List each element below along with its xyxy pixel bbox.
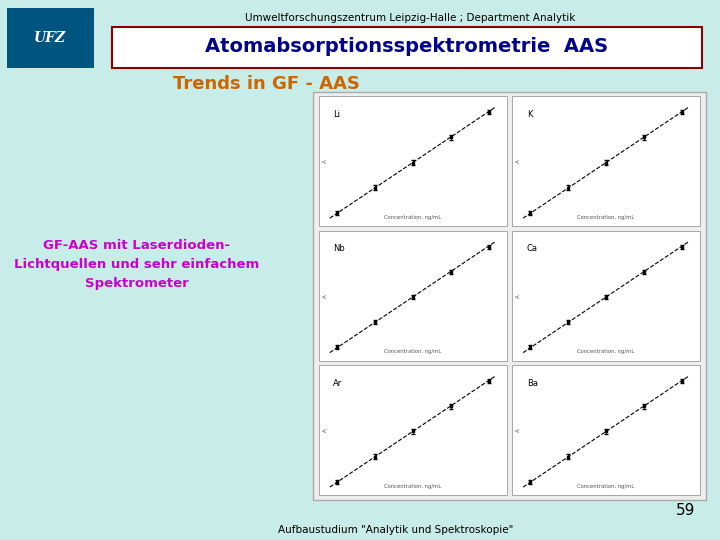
Text: Ba: Ba [527,379,538,388]
Text: Ar: Ar [333,379,343,388]
FancyBboxPatch shape [319,96,507,226]
Text: Concentration, ng/mL: Concentration, ng/mL [577,349,635,354]
Text: A: A [323,159,328,163]
Text: Concentration, ng/mL: Concentration, ng/mL [577,215,635,220]
FancyBboxPatch shape [513,96,700,226]
Text: GF-AAS mit Laserdioden-
Lichtquellen und sehr einfachem
Spektrometer: GF-AAS mit Laserdioden- Lichtquellen und… [14,239,259,290]
Text: Concentration, ng/mL: Concentration, ng/mL [384,484,441,489]
Text: A: A [516,428,521,432]
Text: Trends in GF - AAS: Trends in GF - AAS [173,75,360,93]
FancyBboxPatch shape [319,231,507,361]
Text: Li: Li [333,110,341,119]
Text: Atomabsorptionsspektrometrie  AAS: Atomabsorptionsspektrometrie AAS [205,37,608,57]
Text: Concentration, ng/mL: Concentration, ng/mL [384,215,441,220]
Text: UFZ: UFZ [35,31,66,45]
Text: K: K [527,110,532,119]
FancyBboxPatch shape [513,365,700,495]
Text: A: A [323,294,328,298]
Text: Nb: Nb [333,244,345,253]
FancyBboxPatch shape [513,231,700,361]
Text: A: A [323,428,328,432]
Text: Aufbaustudium "Analytik und Spektroskopie": Aufbaustudium "Analytik und Spektroskopi… [279,525,513,535]
Text: Ca: Ca [527,244,538,253]
FancyBboxPatch shape [313,92,706,500]
Text: Concentration, ng/mL: Concentration, ng/mL [384,349,441,354]
FancyBboxPatch shape [112,27,702,68]
Text: A: A [516,159,521,163]
FancyBboxPatch shape [7,8,94,68]
Text: Umweltforschungszentrum Leipzig-Halle ; Department Analytik: Umweltforschungszentrum Leipzig-Halle ; … [246,14,575,23]
Text: Concentration, ng/mL: Concentration, ng/mL [577,484,635,489]
Text: A: A [516,294,521,298]
FancyBboxPatch shape [319,365,507,495]
Text: 59: 59 [675,503,695,518]
